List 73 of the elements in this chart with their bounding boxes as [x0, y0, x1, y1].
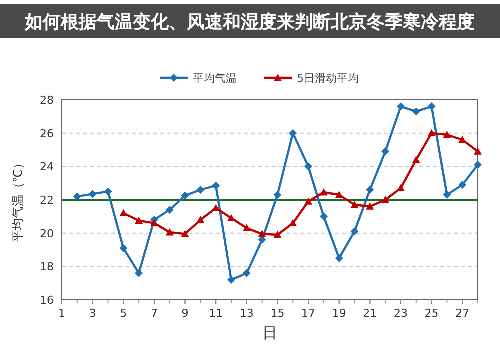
point: [304, 198, 313, 205]
point: [212, 182, 220, 190]
x-tick-label: 15: [270, 307, 285, 320]
point: [320, 212, 328, 221]
x-tick-label: 27: [456, 307, 470, 320]
point: [196, 216, 205, 224]
point: [304, 162, 313, 171]
point: [474, 148, 482, 155]
x-tick-label: 13: [240, 307, 254, 320]
point: [350, 201, 359, 208]
y-tick-label: 24: [40, 160, 54, 174]
x-tick-label: 21: [363, 307, 378, 320]
point: [320, 188, 328, 196]
point: [366, 186, 374, 194]
point: [120, 244, 128, 252]
point: [335, 191, 344, 198]
point: [166, 206, 174, 214]
point: [335, 254, 344, 262]
point: [366, 202, 374, 210]
x-tick-label: 19: [332, 307, 346, 320]
point: [227, 214, 236, 222]
y-axis-title: 平均气温（℃）: [11, 157, 25, 243]
x-tick-label: 17: [302, 307, 316, 320]
point: [166, 228, 174, 236]
point: [181, 230, 190, 238]
point: [227, 276, 236, 284]
point: [258, 236, 266, 244]
x-tick-label: 5: [120, 307, 128, 320]
point: [73, 192, 82, 201]
y-tick-label: 20: [40, 227, 54, 240]
y-tick-label: 16: [40, 294, 54, 307]
point: [181, 192, 190, 200]
y-tick-label: 18: [40, 260, 54, 274]
point: [350, 228, 359, 236]
legend-label: 5日滑动平均: [297, 72, 359, 85]
x-tick-label: 9: [182, 307, 189, 320]
point: [458, 181, 467, 189]
point: [242, 224, 251, 232]
point: [412, 156, 420, 164]
point: [289, 219, 298, 227]
point: [412, 108, 420, 116]
x-tick-label: 3: [89, 307, 96, 320]
point: [289, 129, 298, 138]
point: [428, 102, 436, 111]
point: [242, 269, 251, 278]
point: [150, 219, 158, 227]
y-tick-label: 28: [40, 94, 54, 107]
point: [274, 191, 282, 199]
point: [104, 188, 112, 196]
point: [135, 269, 144, 278]
x-axis-title: 日: [262, 324, 278, 342]
point: [274, 231, 282, 238]
point: [120, 209, 128, 217]
point: [88, 190, 97, 198]
point: [382, 148, 390, 156]
y-tick-label: 26: [40, 127, 54, 140]
x-tick-label: 23: [394, 307, 408, 320]
point: [196, 186, 205, 194]
x-tick-label: 7: [150, 307, 158, 320]
x-tick-label: 1: [58, 307, 66, 320]
x-tick-label: 25: [424, 307, 439, 320]
x-tick-label: 11: [209, 307, 224, 320]
point: [135, 216, 144, 224]
legend-label: 平均气温: [193, 72, 237, 85]
point: [258, 230, 266, 238]
point: [428, 129, 436, 137]
chart-title: 如何根据气温变化、风速和湿度来判断北京冬季寒冷程度: [24, 12, 475, 33]
y-tick-label: 22: [40, 194, 54, 207]
point: [443, 131, 452, 138]
point: [382, 196, 390, 204]
point: [474, 161, 482, 169]
point: [443, 191, 452, 199]
point: [396, 102, 405, 111]
